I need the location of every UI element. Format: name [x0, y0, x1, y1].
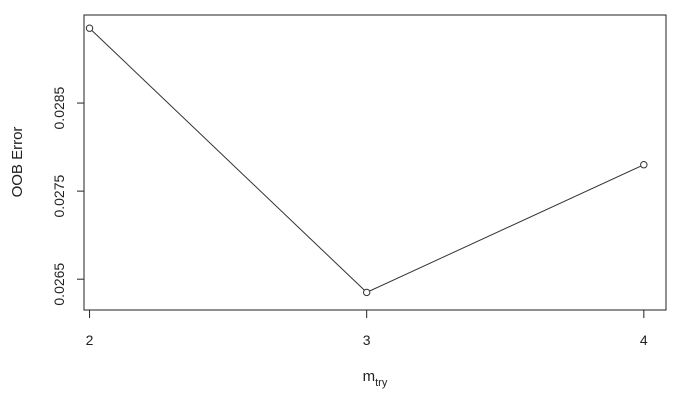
series-layer — [85, 24, 648, 297]
x-tick-label: 3 — [363, 332, 371, 348]
series-segment — [366, 164, 645, 293]
x-tick-label: 4 — [640, 332, 648, 348]
x-tick-label: 2 — [86, 332, 94, 348]
y-tick-label: 0.0275 — [51, 174, 67, 217]
x-axis-title: mtry — [363, 368, 388, 389]
data-point — [640, 161, 648, 169]
y-tick-label: 0.0265 — [51, 263, 67, 306]
x-axis-title-main: m — [363, 368, 376, 385]
plot-frame — [83, 14, 667, 311]
data-point — [85, 24, 94, 32]
x-axis-title-subscript: try — [375, 377, 388, 389]
y-tick-label: 0.0285 — [51, 86, 67, 129]
series-segment — [89, 27, 368, 293]
data-point — [362, 288, 371, 297]
y-axis: 0.0265 0.0275 0.0285 — [51, 86, 85, 306]
y-axis-title: OOB Error — [9, 127, 26, 198]
x-axis: 2 3 4 — [86, 309, 648, 348]
